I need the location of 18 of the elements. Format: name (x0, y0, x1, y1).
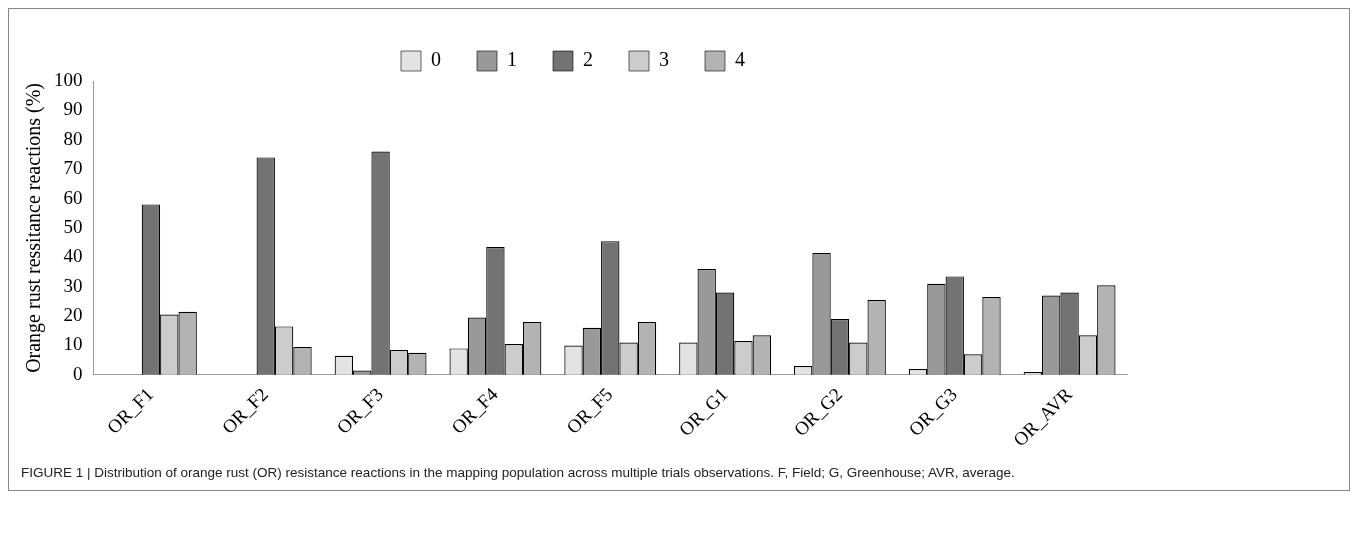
legend-label: 4 (735, 48, 745, 71)
y-tick-label: 0 (73, 362, 83, 384)
y-tick-label: 90 (63, 98, 83, 120)
y-tick-label: 20 (63, 304, 83, 326)
y-tick-label: 60 (63, 186, 83, 208)
caption: FIGURE 1 | Distribution of orange rust (OR) resistance reactions in the mapping population across multiple trials observations. F, Field; G, Greenhouse; AVR, average. (20, 464, 1016, 482)
y-tick-label: 40 (63, 245, 83, 267)
legend-label: 2 (583, 48, 593, 71)
legend-label: 0 (431, 48, 441, 71)
y-tick-label: 30 (63, 274, 83, 296)
y-tick-label: 80 (63, 127, 83, 149)
legend-label: 3 (659, 48, 669, 71)
y-axis-title: Orange rust ressitance reactions (%) (22, 82, 46, 373)
y-tick-label: 10 (63, 333, 83, 355)
y-tick-label: 50 (63, 215, 83, 237)
y-tick-label: 70 (63, 157, 83, 179)
legend-label: 1 (507, 48, 517, 71)
y-tick-label: 100 (54, 68, 83, 90)
